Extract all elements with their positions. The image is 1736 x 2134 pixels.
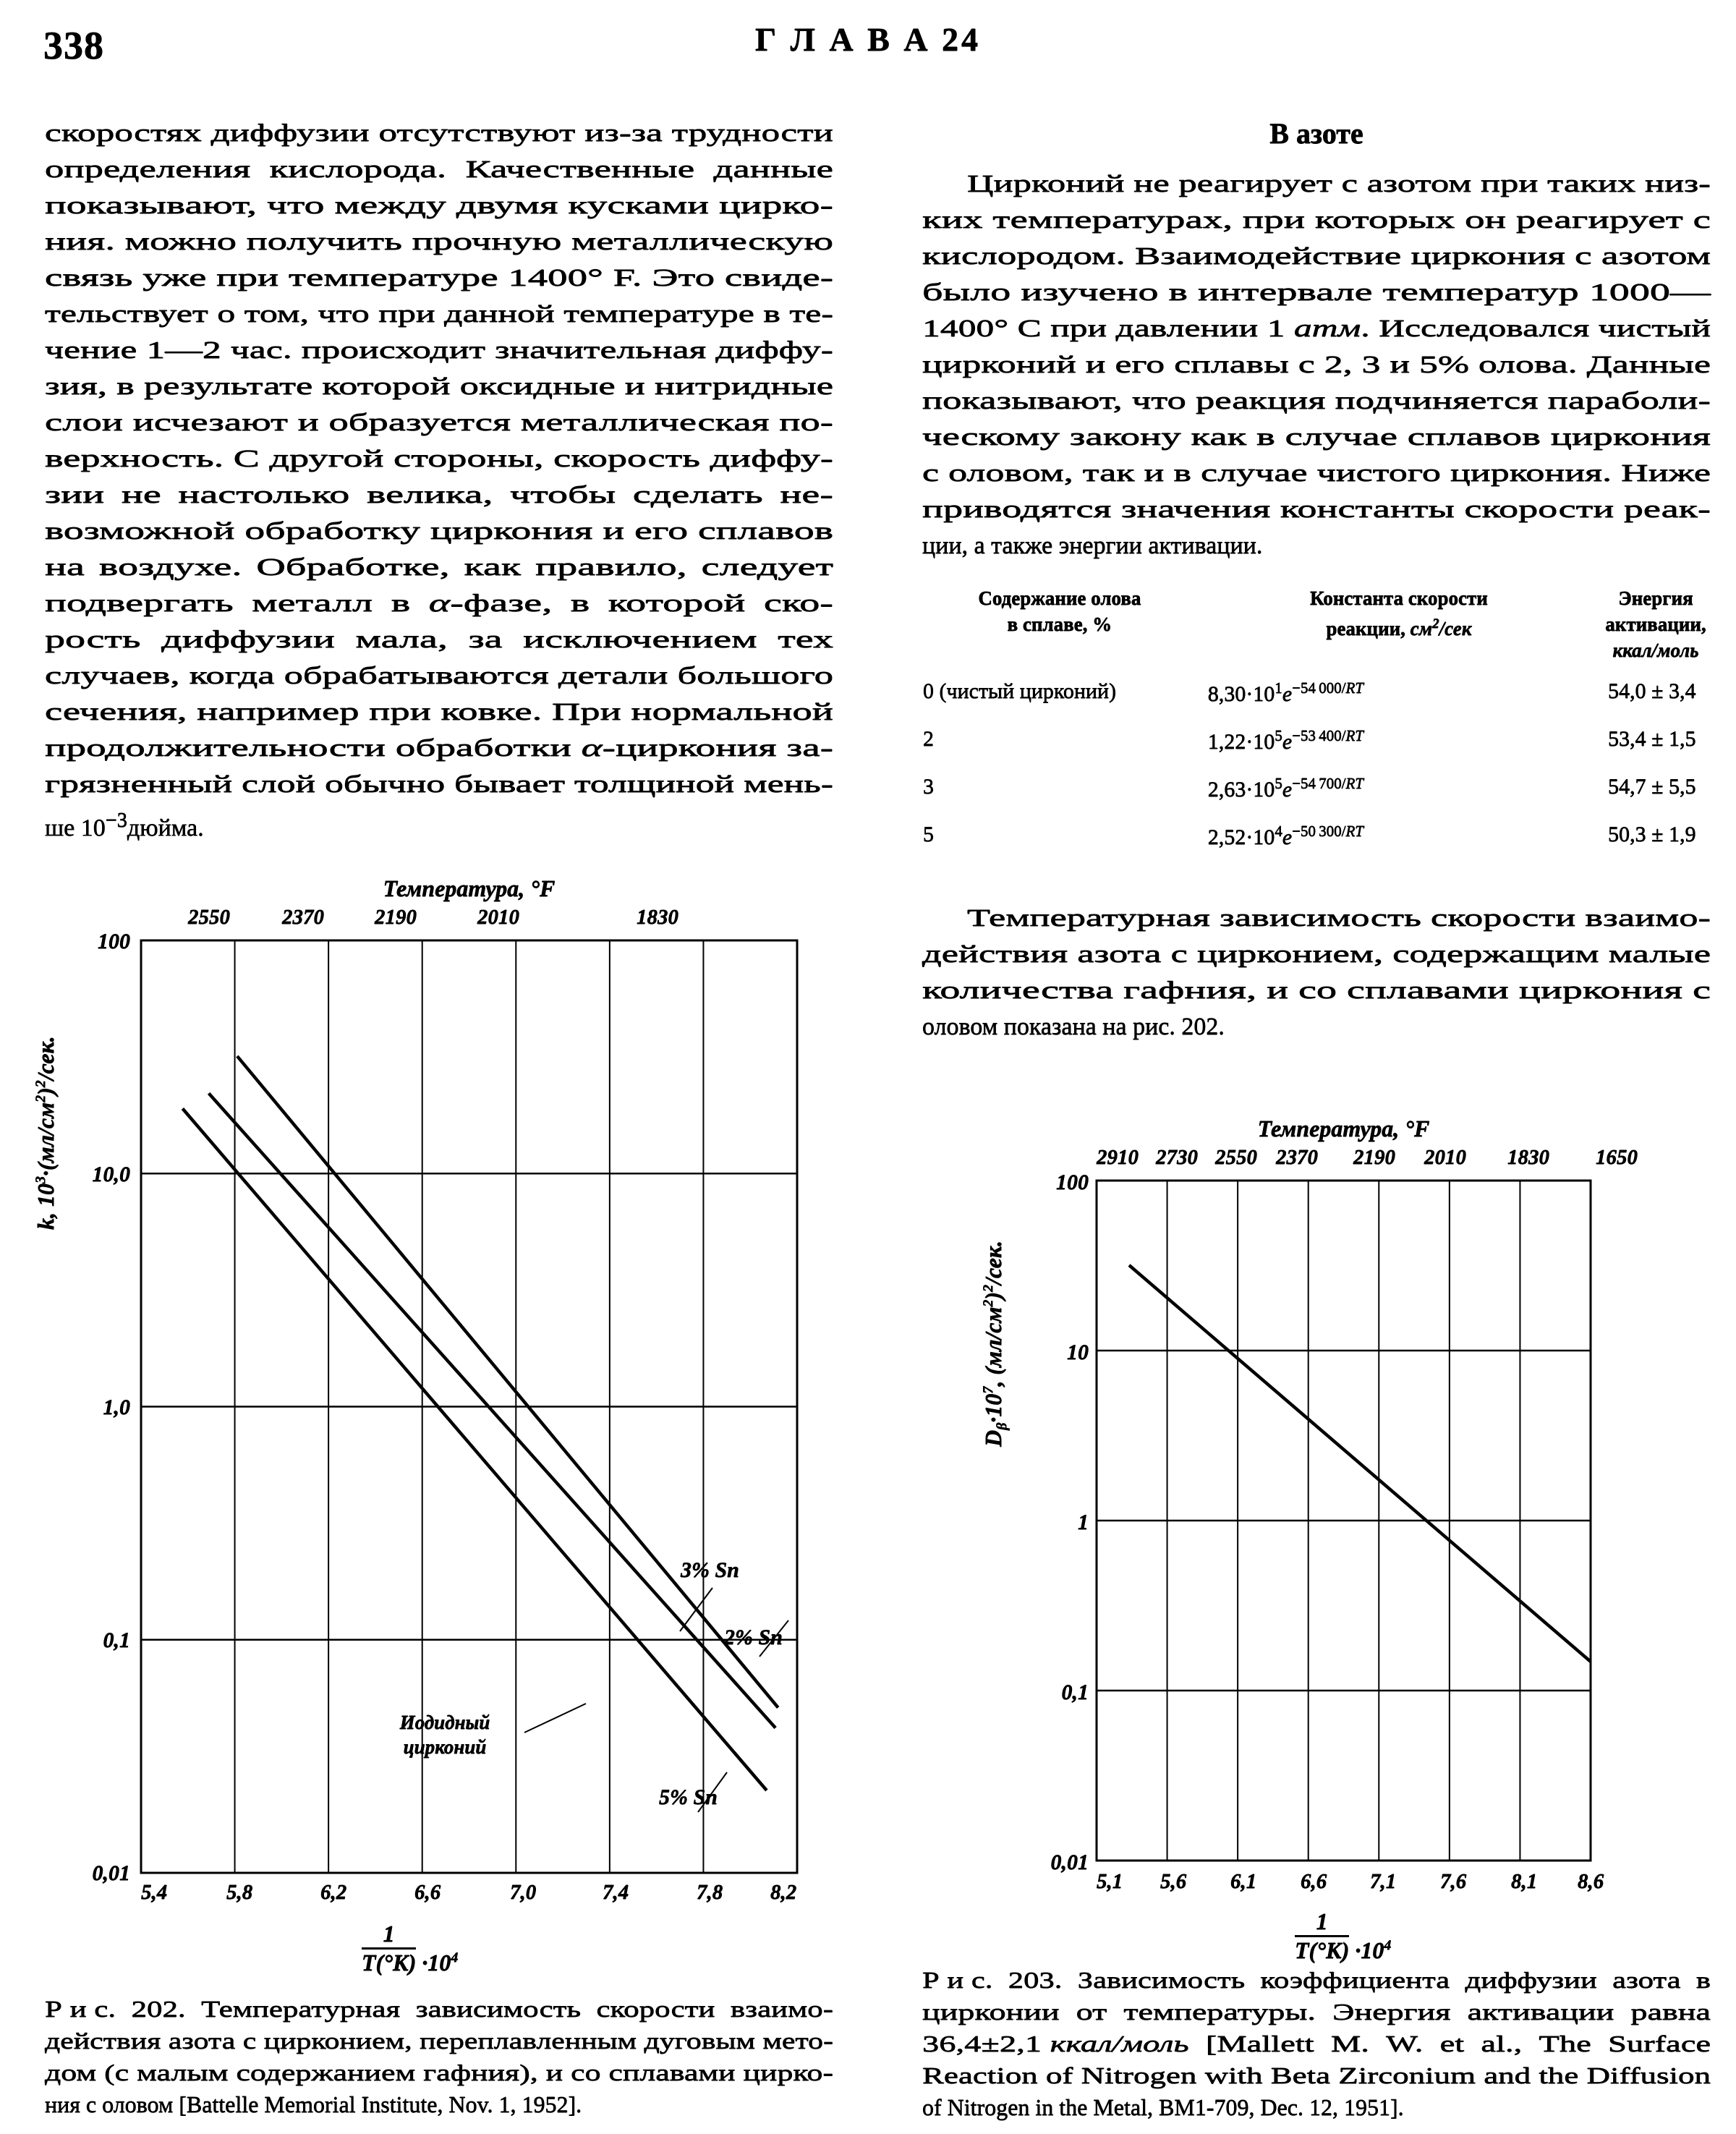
svg-text:цирконий: цирконий bbox=[404, 1736, 487, 1758]
svg-text:2% Sn: 2% Sn bbox=[723, 1625, 783, 1649]
svg-text:3% Sn: 3% Sn bbox=[680, 1558, 739, 1582]
svg-text:Иодидный: Иодидный bbox=[399, 1712, 490, 1733]
svg-text:5% Sn: 5% Sn bbox=[659, 1785, 718, 1809]
